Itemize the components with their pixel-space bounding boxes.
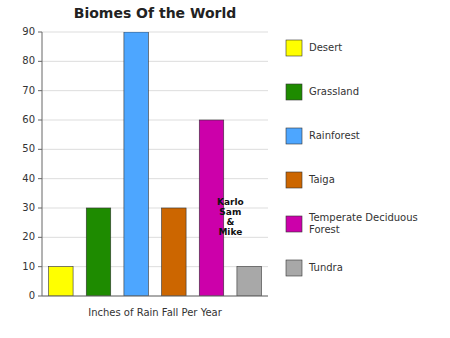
grid-line (42, 178, 268, 179)
grid-line (42, 32, 268, 33)
tick-mark (38, 120, 42, 121)
tick-label: 70 (22, 85, 35, 96)
tick-label: 10 (22, 261, 35, 272)
title: Biomes Of the World (74, 5, 237, 21)
tick-label: 30 (22, 202, 35, 213)
legend-swatch (286, 40, 302, 56)
legend-label: Grassland (309, 86, 359, 97)
grid-line (42, 296, 268, 297)
bar (124, 32, 148, 296)
tick-label: 0 (29, 290, 35, 301)
x-axis-label: Inches of Rain Fall Per Year (88, 307, 223, 318)
grid-line (42, 266, 268, 267)
tick-label: 40 (22, 173, 35, 184)
tick-label: 50 (22, 143, 35, 154)
legend-label: Taiga (308, 174, 335, 185)
legend-swatch (286, 260, 302, 276)
tick-label: 80 (22, 55, 35, 66)
chart: Biomes Of the World 0 10 20 30 40 50 60 70 80 90 In… (0, 0, 450, 338)
legend: Desert Grassland Rainforest Taiga Temperate … (286, 40, 418, 276)
legend-swatch (286, 84, 302, 100)
bar (162, 208, 186, 296)
y-axis (42, 32, 43, 296)
tick-mark (38, 61, 42, 62)
legend-label: Temperate DeciduousForest (308, 212, 418, 235)
bar (86, 208, 110, 296)
legend-label: Rainforest (309, 130, 360, 141)
tick-mark (38, 266, 42, 267)
grid-line (42, 237, 268, 238)
tick-label: 90 (22, 26, 35, 37)
tick-mark (38, 178, 42, 179)
legend-label: Desert (309, 42, 342, 53)
x-axis (42, 296, 268, 297)
tick-mark (38, 90, 42, 91)
bars (49, 32, 262, 296)
grid-line (42, 149, 268, 150)
legend-label: Tundra (308, 262, 343, 273)
grid (42, 32, 268, 296)
tick-mark (38, 149, 42, 150)
tick-mark (38, 32, 42, 33)
annotation: KarloSam&Mike (217, 196, 244, 236)
legend-swatch (286, 172, 302, 188)
legend-swatch (286, 128, 302, 144)
tick-mark (38, 208, 42, 209)
grid-line (42, 120, 268, 121)
tick-label: 60 (22, 114, 35, 125)
tick-mark (38, 296, 42, 297)
tick-mark (38, 237, 42, 238)
grid-line (42, 90, 268, 91)
bar (49, 267, 73, 296)
tick-label: 20 (22, 231, 35, 242)
grid-line (42, 61, 268, 62)
legend-swatch (286, 216, 302, 232)
bar (237, 267, 261, 296)
